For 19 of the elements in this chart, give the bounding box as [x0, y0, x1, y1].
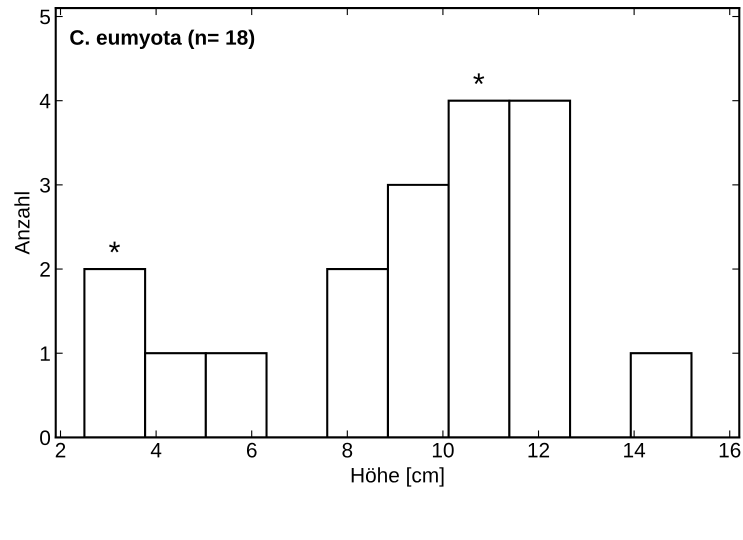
x-tick-label: 8 [342, 442, 352, 458]
text: C. eumyota (n= 18) [70, 30, 254, 49]
y-axis-title: Anzahl [14, 192, 30, 255]
x-tick-label: 16 [720, 442, 740, 458]
annotation: * [109, 242, 120, 252]
y-tick-label: 1 [40, 346, 50, 361]
x-axis-title: Höhe [cm] [352, 467, 444, 487]
y-tick-label: 3 [40, 178, 50, 193]
x-tick-label: 4 [150, 443, 162, 458]
x-tick-label: 14 [624, 443, 646, 458]
x-tick-label: 12 [528, 442, 550, 458]
annotation: * [473, 73, 484, 84]
x-tick-label: 2 [56, 442, 66, 458]
y-tick-label: 5 [40, 10, 50, 24]
y-tick-label: 2 [40, 262, 50, 277]
x-tick-label: 6 [246, 442, 257, 458]
x-tick-label: 10 [432, 442, 454, 458]
y-tick-label: 0 [40, 430, 50, 446]
y-tick-label: 4 [40, 94, 50, 108]
